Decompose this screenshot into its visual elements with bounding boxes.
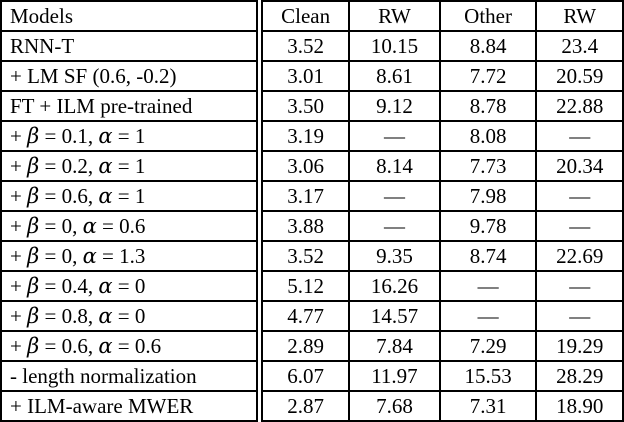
table-row: + β = 0.8, α = 0 4.77 14.57— — <box>0 300 624 332</box>
value-cell: 28.29 <box>535 360 624 392</box>
value-cell: 8.14 <box>348 150 441 182</box>
value-cell: 7.68 <box>348 390 441 422</box>
header-row: Models Clean RW Other RW <box>0 0 624 32</box>
value-cell: — <box>438 300 538 332</box>
model-cell: + β = 0.8, α = 0 <box>0 300 264 332</box>
value-cell: 9.78 <box>438 210 538 242</box>
value-cell: 22.69 <box>535 240 624 272</box>
model-cell: + LM SF (0.6, -0.2) <box>0 60 264 92</box>
model-cell: - length normalization <box>0 360 264 392</box>
value-cell: 4.77 <box>258 300 351 332</box>
value-cell: 23.4 <box>535 30 624 62</box>
model-cell: + β = 0.4, α = 0 <box>0 270 264 302</box>
value-cell: 3.50 <box>258 90 351 122</box>
value-cell: 3.17 <box>258 180 351 212</box>
value-cell: — <box>438 270 538 302</box>
table-row: + β = 0.6, α = 1 3.17—7.98— <box>0 180 624 212</box>
value-cell: 3.19 <box>258 120 351 152</box>
value-cell: — <box>535 210 624 242</box>
value-cell: 3.52 <box>258 240 351 272</box>
column-header-metric-3: Other <box>438 0 538 32</box>
table-row: + β = 0.2, α = 1 3.06 8.14 7.73 20.34 <box>0 150 624 182</box>
model-cell: + β = 0, α = 0.6 <box>0 210 264 242</box>
table-row: RNN-T 3.52 10.15 8.84 23.4 <box>0 30 624 62</box>
value-cell: 3.01 <box>258 60 351 92</box>
table-row: + LM SF (0.6, -0.2) 3.01 8.61 7.72 20.59 <box>0 60 624 92</box>
value-cell: 11.97 <box>348 360 441 392</box>
table-header: Models Clean RW Other RW <box>0 0 624 32</box>
table-body: RNN-T 3.52 10.15 8.84 23.4 + LM SF (0.6, -0.2… <box>0 30 624 422</box>
model-cell: + β = 0, α = 1.3 <box>0 240 264 272</box>
value-cell: 18.90 <box>535 390 624 422</box>
value-cell: 5.12 <box>258 270 351 302</box>
value-cell: 7.84 <box>348 330 441 362</box>
value-cell: 20.34 <box>535 150 624 182</box>
value-cell: 20.59 <box>535 60 624 92</box>
value-cell: 22.88 <box>535 90 624 122</box>
value-cell: 3.52 <box>258 30 351 62</box>
table-row: + β = 0, α = 0.6 3.88—9.78— <box>0 210 624 242</box>
model-cell: FT + ILM pre-trained <box>0 90 264 122</box>
value-cell: — <box>348 180 441 212</box>
table-row: + β = 0.6, α = 0.6 2.89 7.84 7.29 19.29 <box>0 330 624 362</box>
value-cell: 19.29 <box>535 330 624 362</box>
value-cell: 2.89 <box>258 330 351 362</box>
column-header-metric-2: RW <box>348 0 441 32</box>
model-cell: RNN-T <box>0 30 264 62</box>
value-cell: 10.15 <box>348 30 441 62</box>
table-row: + β = 0.1, α = 1 3.19—8.08— <box>0 120 624 152</box>
value-cell: 3.88 <box>258 210 351 242</box>
table-row: + β = 0, α = 1.3 3.52 9.35 8.74 22.69 <box>0 240 624 272</box>
column-header-metric-4: RW <box>535 0 624 32</box>
value-cell: 7.31 <box>438 390 538 422</box>
value-cell: 6.07 <box>258 360 351 392</box>
value-cell: 3.06 <box>258 150 351 182</box>
value-cell: 7.72 <box>438 60 538 92</box>
table-row: + β = 0.4, α = 0 5.12 16.26— — <box>0 270 624 302</box>
value-cell: 9.35 <box>348 240 441 272</box>
value-cell: 9.12 <box>348 90 441 122</box>
value-cell: — <box>535 270 624 302</box>
value-cell: 7.29 <box>438 330 538 362</box>
model-cell: + β = 0.6, α = 0.6 <box>0 330 264 362</box>
value-cell: 15.53 <box>438 360 538 392</box>
value-cell: 8.74 <box>438 240 538 272</box>
column-header-models: Models <box>0 0 264 32</box>
column-header-metric-1: Clean <box>258 0 351 32</box>
model-cell: + β = 0.1, α = 1 <box>0 120 264 152</box>
value-cell: 7.98 <box>438 180 538 212</box>
table-row: - length normalization 6.07 11.97 15.53 28.2… <box>0 360 624 392</box>
value-cell: — <box>348 120 441 152</box>
value-cell: — <box>535 120 624 152</box>
value-cell: 8.08 <box>438 120 538 152</box>
table-row: + ILM-aware MWER 2.87 7.68 7.31 18.90 <box>0 390 624 422</box>
value-cell: 14.57 <box>348 300 441 332</box>
model-cell: + β = 0.6, α = 1 <box>0 180 264 212</box>
table-row: FT + ILM pre-trained 3.50 9.12 8.78 22.88 <box>0 90 624 122</box>
value-cell: 8.78 <box>438 90 538 122</box>
value-cell: — <box>535 180 624 212</box>
value-cell: — <box>535 300 624 332</box>
value-cell: 8.61 <box>348 60 441 92</box>
model-cell: + ILM-aware MWER <box>0 390 264 422</box>
value-cell: — <box>348 210 441 242</box>
value-cell: 16.26 <box>348 270 441 302</box>
value-cell: 8.84 <box>438 30 538 62</box>
value-cell: 7.73 <box>438 150 538 182</box>
model-cell: + β = 0.2, α = 1 <box>0 150 264 182</box>
value-cell: 2.87 <box>258 390 351 422</box>
